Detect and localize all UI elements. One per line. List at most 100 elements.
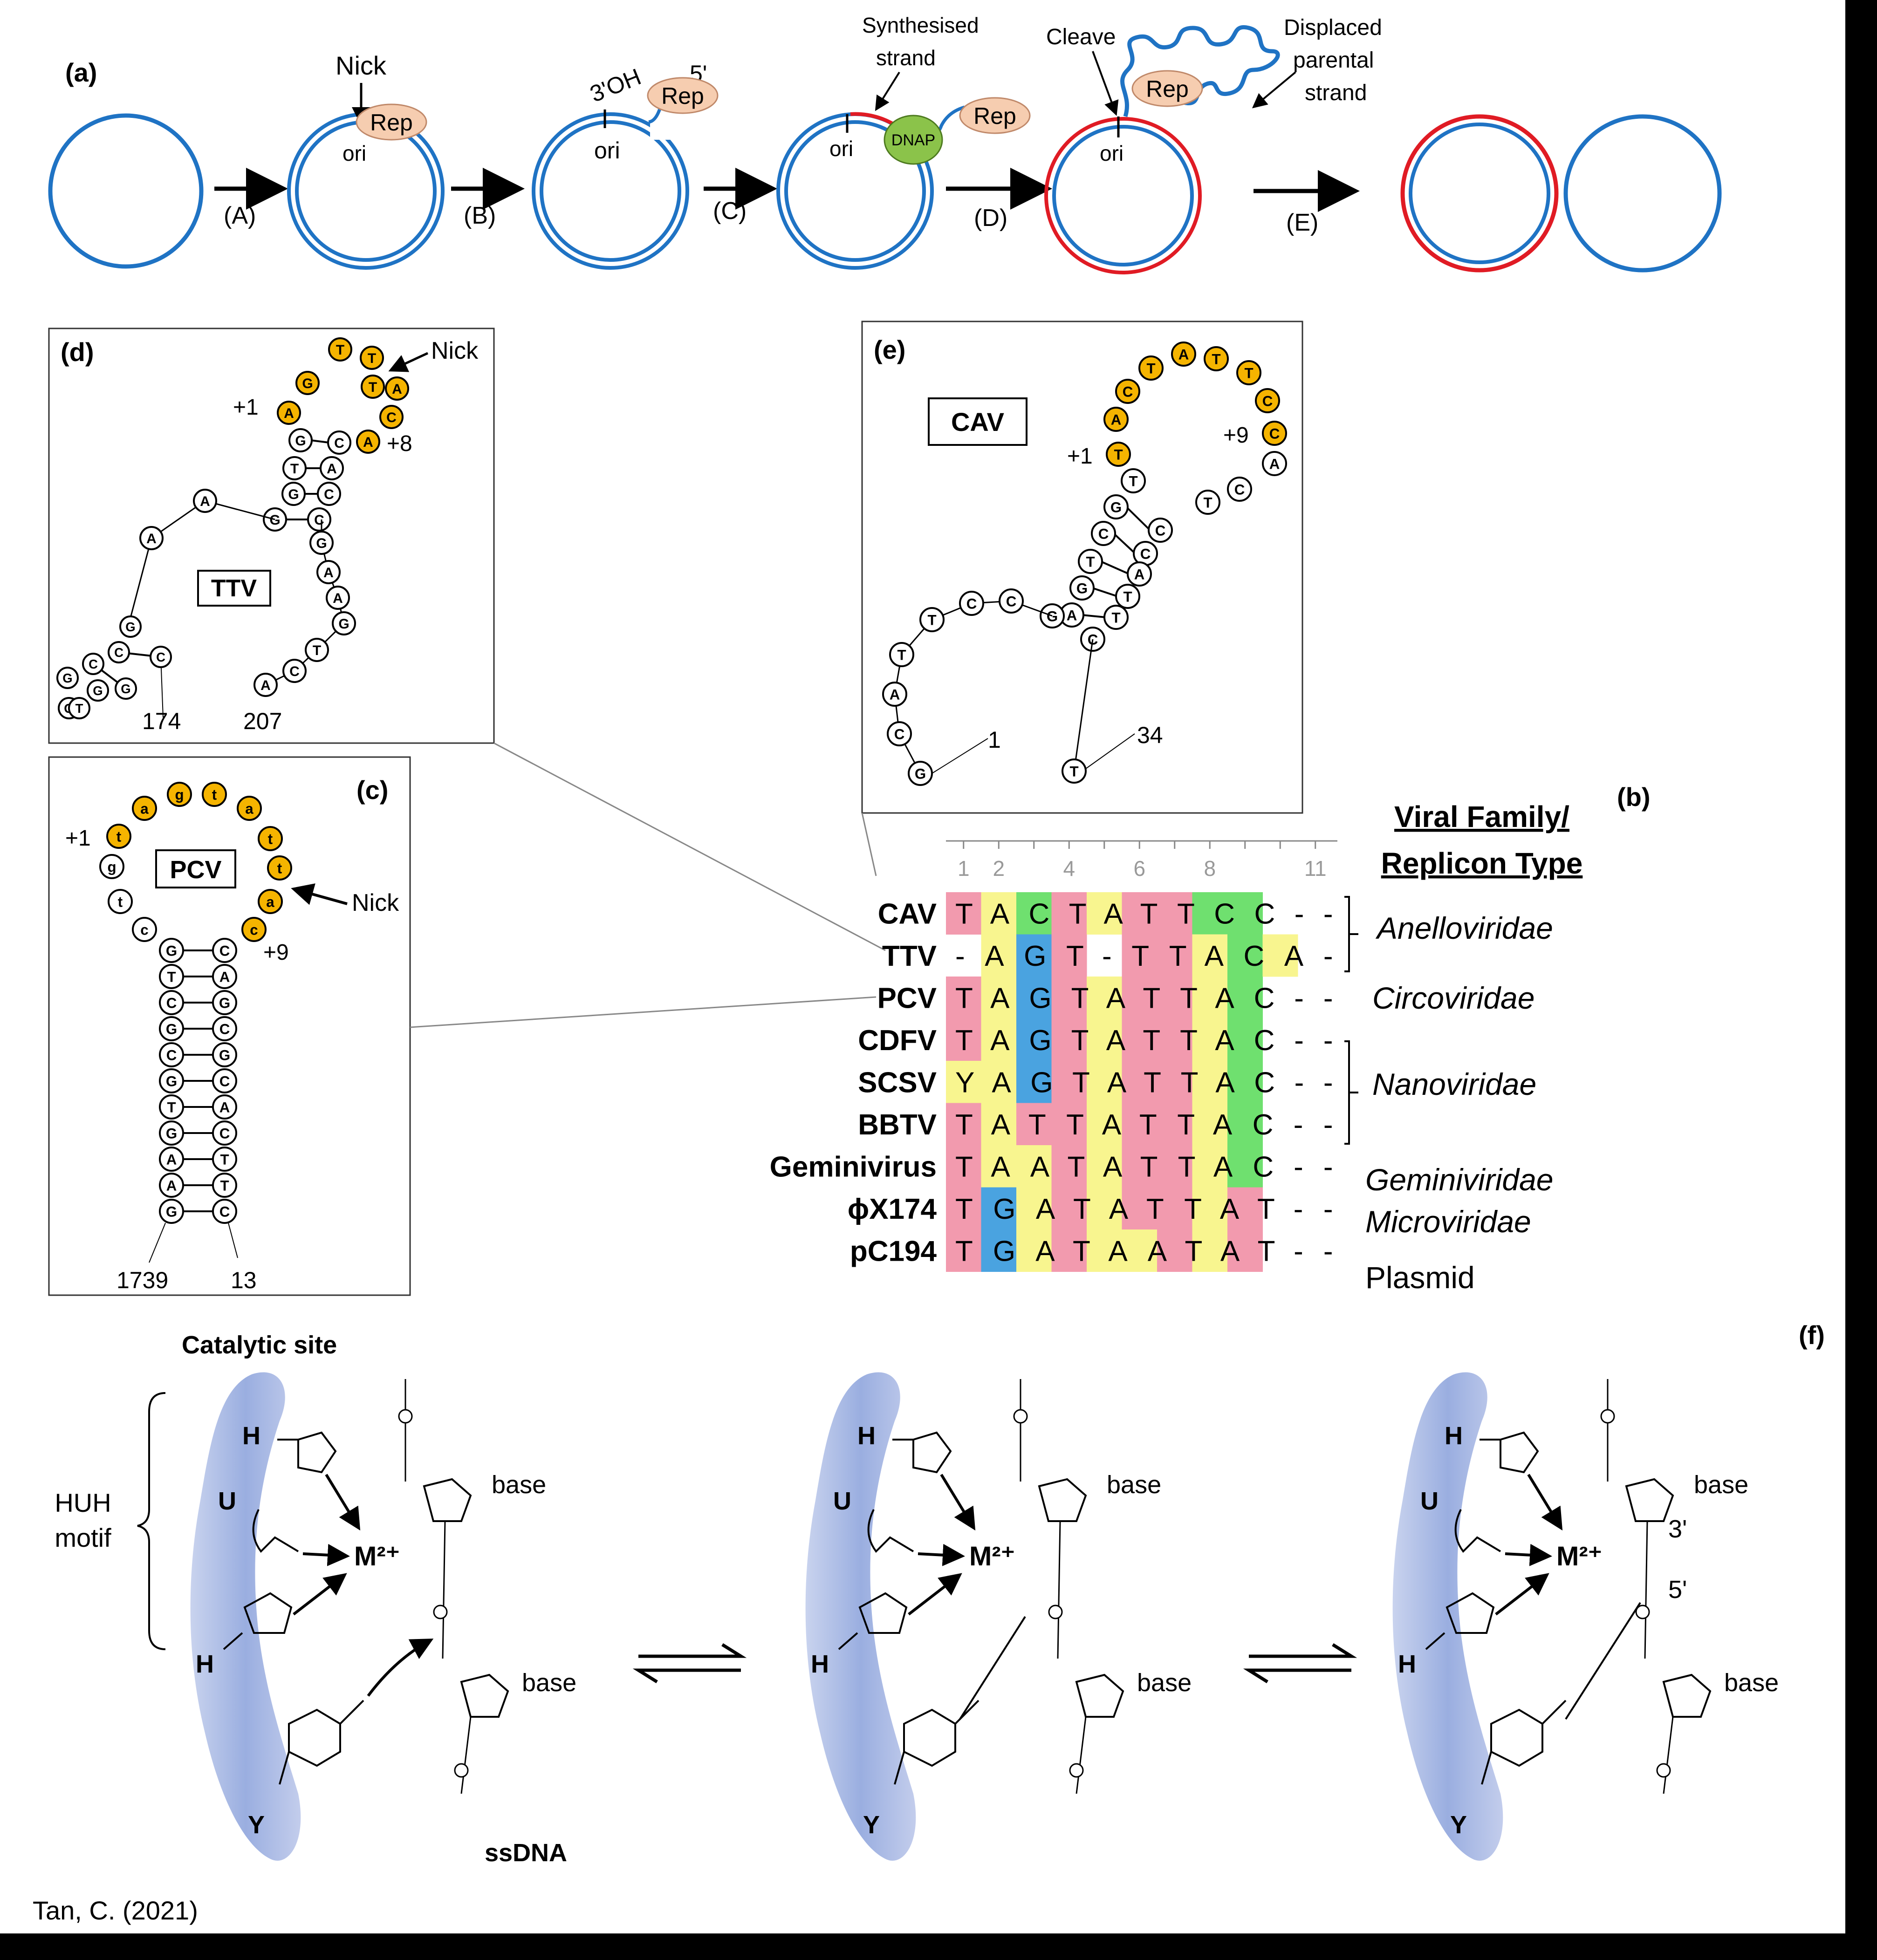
nucleotide [1255, 388, 1280, 413]
residue-cell [1192, 892, 1228, 935]
nucleotide [212, 1147, 237, 1172]
pcv-n13: 13 [231, 1267, 257, 1293]
nucleotide-letter: G [166, 1125, 177, 1141]
displaced-label-2: parental [1293, 48, 1374, 73]
rep-label: Rep [1146, 76, 1189, 102]
cav-plus1: +1 [1067, 444, 1093, 469]
rep-protein [959, 97, 1031, 134]
residue-cell [1016, 1145, 1052, 1188]
ttv-plus8: +8 [387, 431, 412, 456]
base-label: base [522, 1669, 576, 1697]
dsdna-inner [540, 120, 681, 262]
nucleotide [309, 531, 334, 555]
nucleotide-letter: C [219, 1073, 230, 1089]
nucleotide [327, 430, 351, 455]
residue-label: H [242, 1422, 260, 1450]
rep-label: Rep [661, 83, 704, 109]
nucleotide-letter: C [219, 1125, 230, 1141]
nucleotide [1062, 758, 1087, 784]
figure-background [0, 0, 1845, 1933]
nucleotide-letter: G [121, 682, 130, 696]
nucleotide [295, 371, 320, 395]
equilibrium-forward-1 [638, 1643, 747, 1658]
nucleotide-letter: t [212, 786, 217, 803]
residue-cell [1192, 1187, 1228, 1230]
nucleotide-letter: T [1114, 446, 1123, 463]
residue-cell [1016, 1229, 1052, 1272]
nucleotide [212, 964, 237, 989]
bond [1541, 1700, 1567, 1725]
panel-a: (a) (A) Nick Rep ori (B) ori 3'OH 5' Rep… [48, 13, 1722, 274]
sugar-ring [423, 1478, 472, 1522]
nucleotide [267, 855, 292, 881]
sugar-ring [460, 1673, 509, 1718]
cav-name: CAV [951, 407, 1004, 437]
residue-cell [946, 1103, 981, 1146]
coordination-arrow [1495, 1573, 1549, 1616]
nucleotide [193, 489, 217, 513]
synth-label-2: strand [876, 46, 936, 70]
nucleotide-letter: c [140, 922, 148, 938]
panel-e-label: (e) [874, 335, 905, 364]
residue-cell [1192, 1229, 1228, 1272]
bond [1644, 1521, 1648, 1659]
nucleotide [1171, 341, 1196, 367]
step-label-d: (D) [974, 205, 1007, 232]
residue-cell [1227, 892, 1263, 935]
residue-label: U [218, 1487, 236, 1515]
family-nanoviridae: Nanoviridae [1372, 1067, 1536, 1101]
nucleotide [1262, 451, 1287, 476]
mechanism-stage: H U H Y M²⁺ base base [190, 1372, 576, 1861]
nucleotide [356, 430, 380, 454]
nucleotide [132, 917, 157, 942]
step-label-a: (A) [224, 202, 256, 229]
residue-cell [1227, 1018, 1263, 1061]
cav-n1: 1 [988, 727, 1001, 753]
nucleotide-letter: T [1123, 588, 1132, 605]
nucleotide-letter: t [268, 831, 273, 847]
nucleotide-letter: A [200, 494, 210, 509]
residue-cell [981, 1229, 1017, 1272]
bond [838, 1632, 858, 1650]
nucleotide [328, 337, 352, 362]
nucleotide [305, 638, 329, 662]
nucleotide [159, 1199, 184, 1224]
bond [1085, 733, 1135, 769]
huh-brace [137, 1392, 166, 1650]
base-label: base [1694, 1471, 1748, 1499]
residue-cell [1051, 1229, 1087, 1272]
synth-arrow [875, 71, 900, 111]
residue-cell [981, 934, 1017, 977]
bond [894, 1751, 905, 1785]
equilibrium-back-1 [632, 1668, 741, 1683]
nucleotide [1204, 346, 1229, 371]
nucleotide [1148, 518, 1173, 543]
nucleotide [68, 697, 90, 719]
nucleotide [307, 507, 331, 532]
coordination-arrow [1527, 1474, 1563, 1531]
panel-d: (d) TTV AGTTTACAGCTAGCGCAAGAAGTCAGCCGGTG… [48, 328, 495, 744]
nucleotide-letter: G [302, 376, 313, 391]
displaced-parental-strand [1120, 25, 1280, 117]
residue-cell [981, 892, 1017, 935]
bond [1073, 639, 1094, 772]
connector-pcv [410, 996, 877, 1028]
phosphate [1048, 1605, 1063, 1619]
nucleotide-letter: G [125, 620, 135, 634]
sugar-ring [1075, 1673, 1124, 1718]
nucleotide [282, 456, 307, 480]
nucleotide-letter: T [1111, 609, 1120, 626]
imidazole-ring [243, 1592, 293, 1634]
nucleotide-letter: C [1123, 383, 1133, 400]
residue-cell [1087, 1018, 1122, 1061]
residue-cell [981, 1103, 1017, 1146]
nucleotide-letter: T [927, 612, 936, 628]
residue-cell [1087, 1145, 1122, 1188]
base-label: base [1137, 1669, 1192, 1697]
pcv-box [155, 849, 236, 888]
product-ds-outer [1400, 114, 1559, 273]
amide-group [867, 1509, 914, 1553]
nucleotide-letter: T [1244, 365, 1253, 381]
pcv-n1739: 1739 [116, 1267, 168, 1293]
